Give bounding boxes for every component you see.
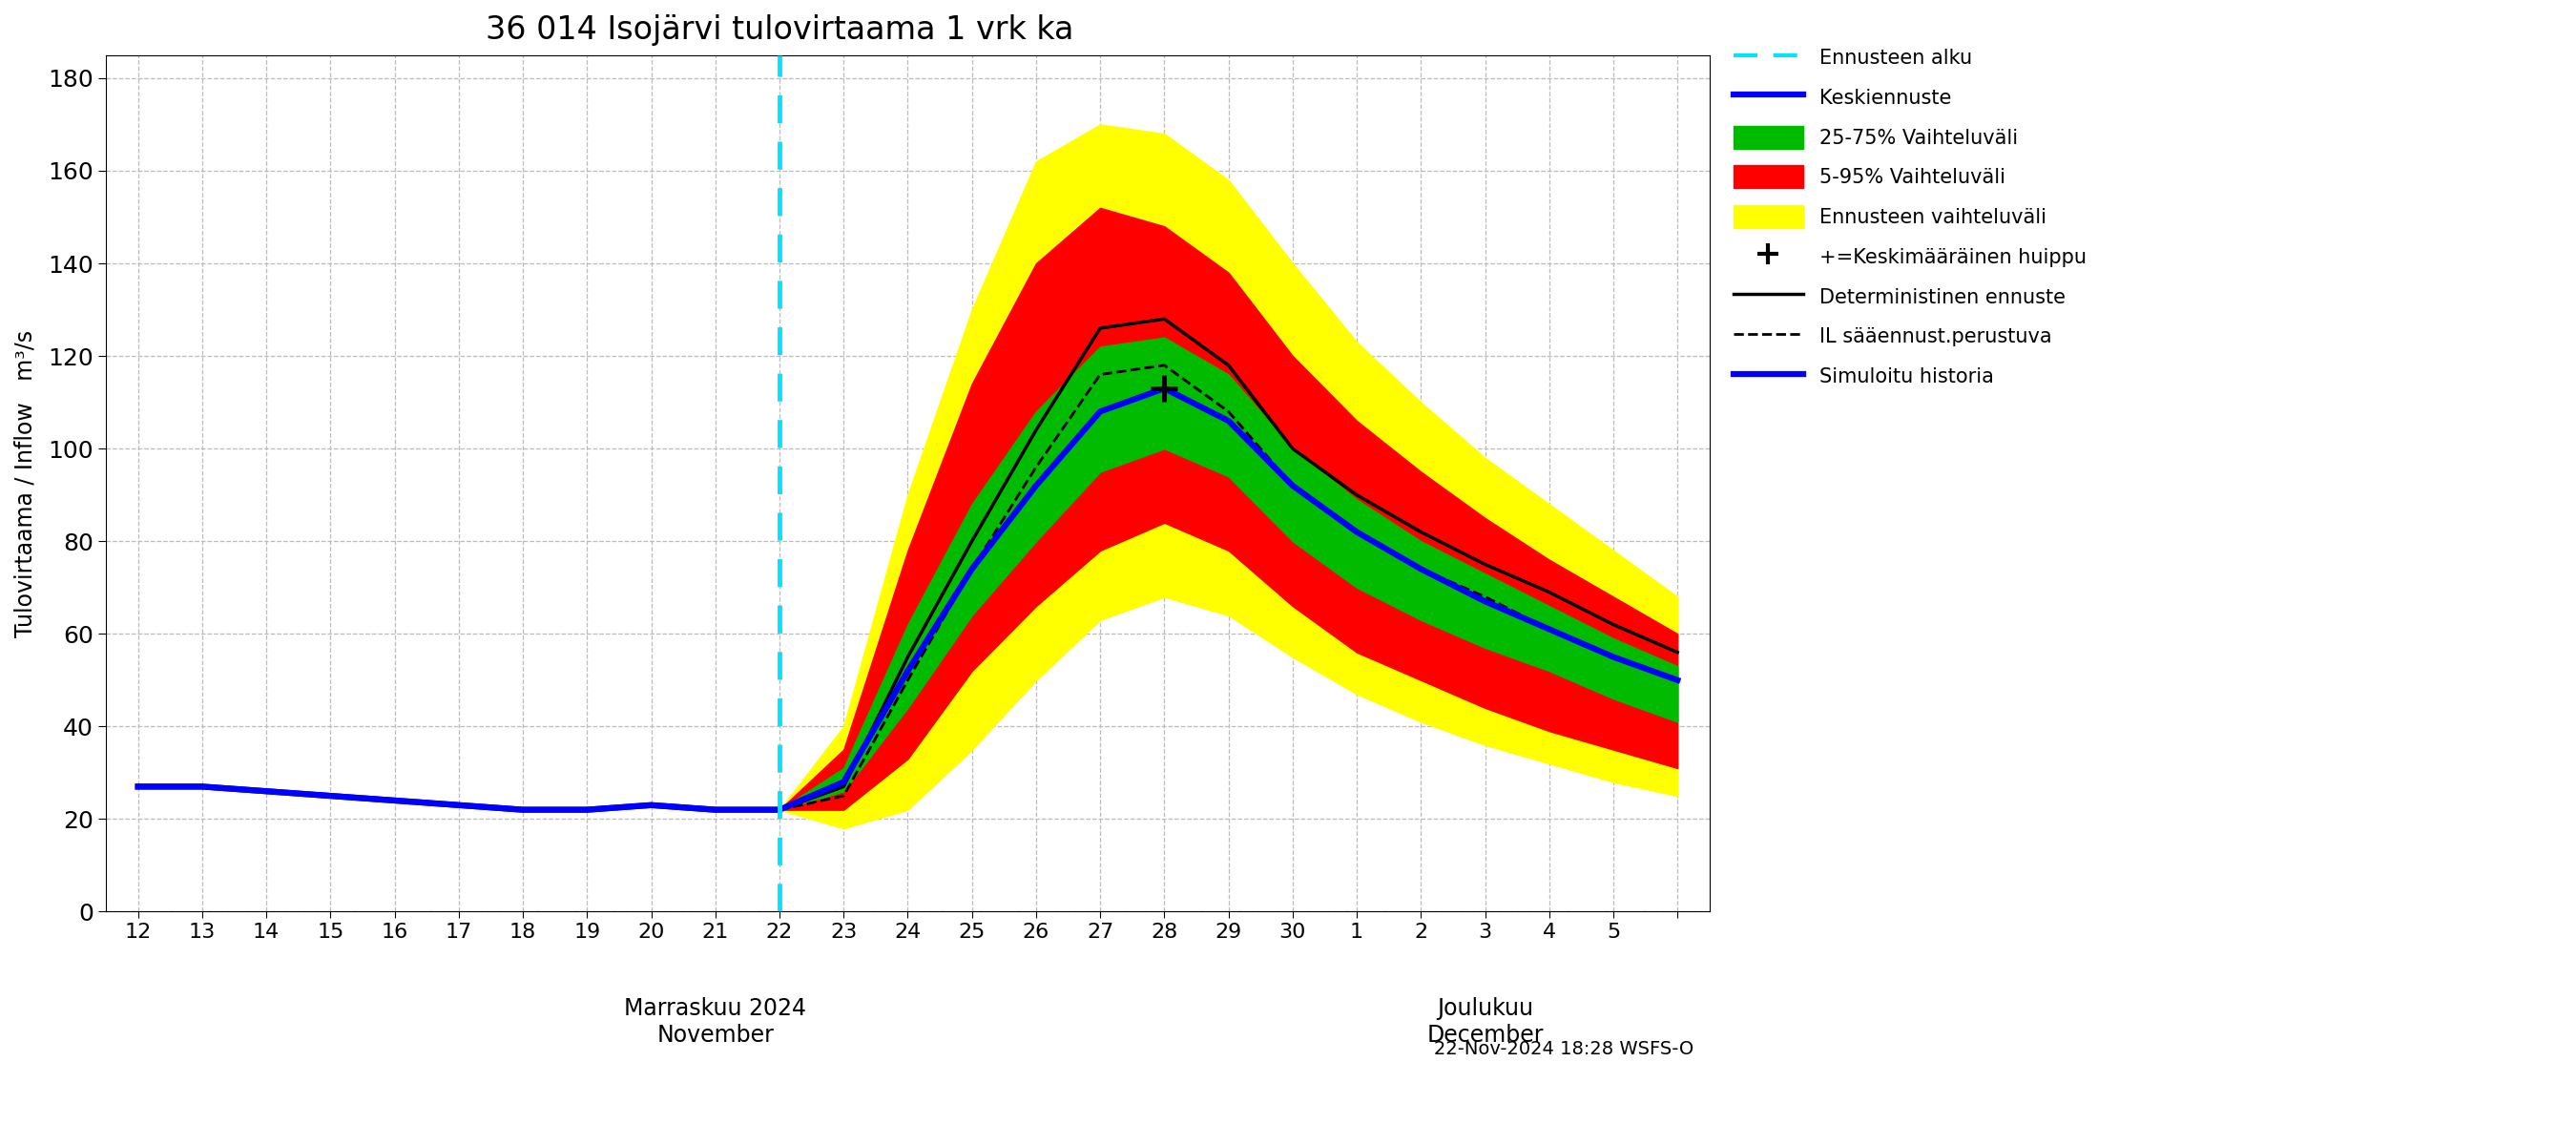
Y-axis label: Tulovirtaama / Inflow   m³/s: Tulovirtaama / Inflow m³/s	[15, 330, 36, 637]
Text: Joulukuu
December: Joulukuu December	[1427, 997, 1543, 1047]
Title: 36 014 Isojärvi tulovirtaama 1 vrk ka: 36 014 Isojärvi tulovirtaama 1 vrk ka	[484, 14, 1074, 46]
Text: Marraskuu 2024
November: Marraskuu 2024 November	[623, 997, 806, 1047]
Text: 22-Nov-2024 18:28 WSFS-O: 22-Nov-2024 18:28 WSFS-O	[1435, 1040, 1692, 1058]
Legend: Ennusteen alku, Keskiennuste, 25-75% Vaihteluväli, 5-95% Vaihteluväli, Ennusteen: Ennusteen alku, Keskiennuste, 25-75% Vai…	[1726, 38, 2094, 396]
